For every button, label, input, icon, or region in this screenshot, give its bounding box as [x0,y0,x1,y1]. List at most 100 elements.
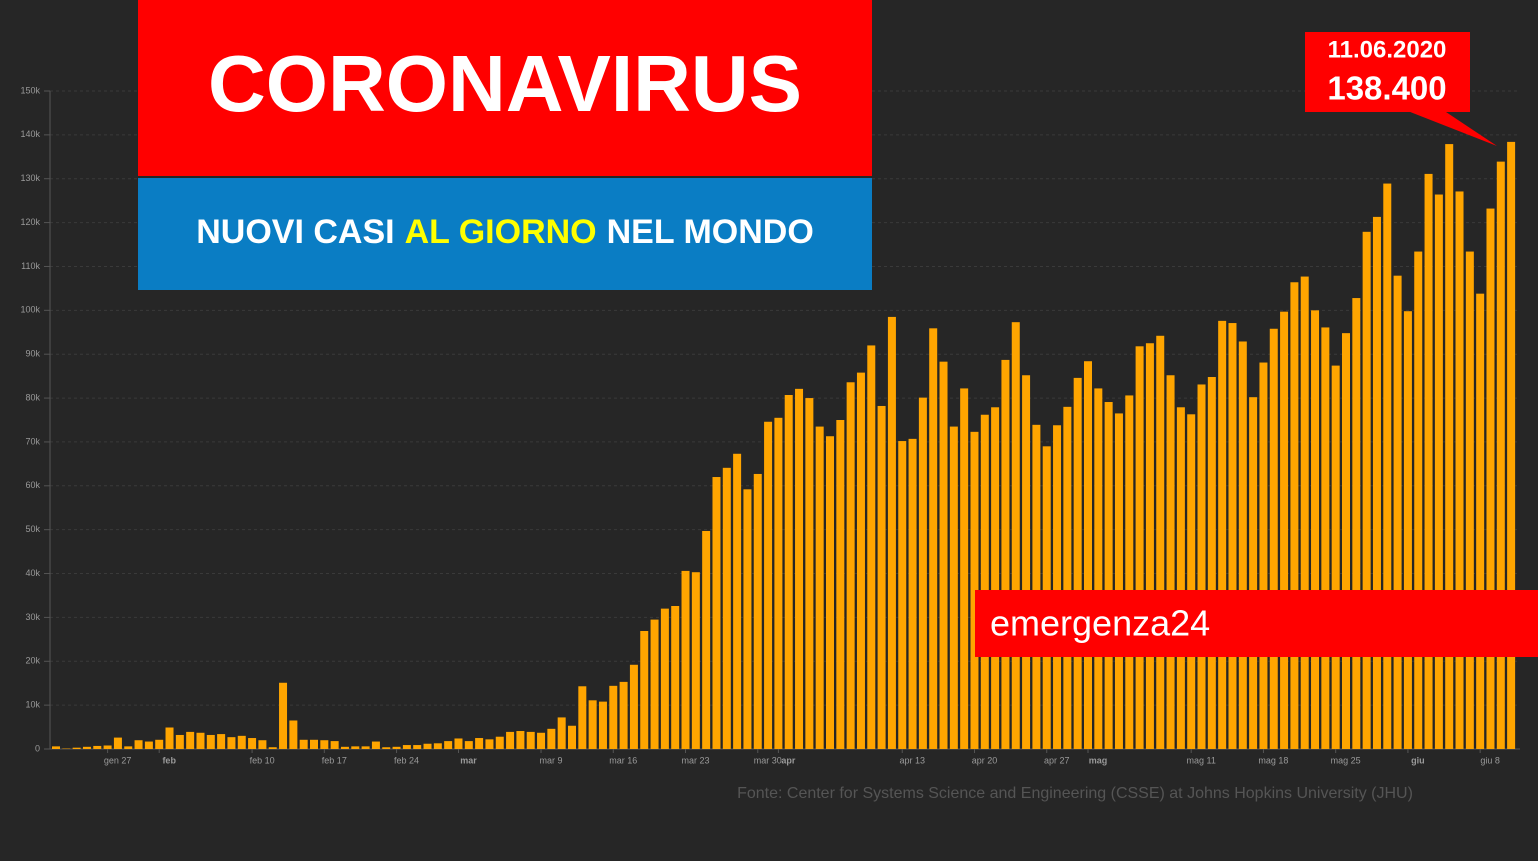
bar [1187,414,1196,749]
bar [248,738,257,749]
bar [237,735,246,749]
bar [103,745,112,749]
bar [1342,333,1350,749]
bar [795,388,804,749]
annotation-pointer [1400,108,1497,146]
bar [1331,365,1340,749]
bar [1218,320,1227,749]
annotation-date: 11.06.2020 [1328,36,1447,63]
x-tick-label: feb 17 [322,755,347,765]
y-tick-label: 120k [20,217,40,227]
bar [72,747,81,749]
bar [1476,293,1485,749]
bar [650,619,659,749]
bar [929,328,938,749]
bar [1372,216,1381,749]
annotation-value: 138.400 [1327,70,1446,107]
bar [82,746,91,749]
bar [733,453,742,749]
bar [1465,251,1474,749]
x-tick-label: mar 23 [682,755,710,765]
x-tick-label: giu 8 [1480,755,1500,765]
bar [361,746,370,749]
chart-title: CORONAVIRUS [208,39,802,128]
bar [784,394,793,749]
bar [1445,144,1454,749]
x-tick-label: mar [460,755,477,765]
bar [433,743,442,749]
y-tick-label: 0 [35,743,40,753]
x-tick-label: apr 27 [1044,755,1070,765]
bar [1063,406,1072,749]
bar [516,731,525,749]
bar [1321,327,1330,749]
bar [464,741,473,749]
x-tick-label: mag 25 [1331,755,1361,765]
bar [578,686,587,749]
bar [1114,413,1123,749]
bar [805,398,814,749]
bar [1228,323,1237,749]
bar [217,734,226,749]
bar [691,572,700,749]
x-tick-label: mag 11 [1187,755,1216,765]
bar [1383,183,1392,750]
bar [887,316,896,749]
bar [1197,384,1206,749]
x-tick-label: feb [162,755,176,765]
bar [299,739,308,749]
bar [196,732,205,749]
x-tick-label: apr [781,755,796,765]
bar [1156,335,1165,749]
bar [165,727,174,749]
bar [268,747,277,749]
bar [702,530,711,749]
y-tick-label: 60k [25,480,40,490]
bar [134,740,143,749]
y-tick-label: 110k [21,261,40,271]
bar [1166,375,1175,749]
bar [1362,231,1371,749]
bar [774,417,783,749]
x-tick-label: apr 20 [972,755,998,765]
y-tick-label: 150k [20,85,40,95]
bar [1238,341,1247,749]
bar [660,608,669,749]
bar [1053,425,1062,749]
bar [495,736,504,749]
y-tick-label: 30k [25,612,40,622]
bar [52,746,60,749]
bar [93,745,102,749]
bar [547,728,556,749]
bar [743,489,752,749]
bar [320,740,329,749]
y-tick-label: 130k [20,173,40,183]
bar [619,681,628,749]
subtitle: NUOVI CASI AL GIORNO NEL MONDO [196,213,814,251]
bar [1011,322,1020,749]
subtitle-box [138,178,872,290]
bar [877,405,886,749]
x-tick-label: mar 9 [540,755,563,765]
bar [289,720,298,749]
bar [671,605,680,749]
bar [382,747,391,749]
bar [1135,346,1144,749]
bar [939,361,948,749]
bar [1269,328,1278,749]
y-tick-label: 10k [25,700,40,710]
bar [846,382,855,749]
bar [1249,397,1258,749]
x-tick-label: mar 30 [754,755,782,765]
source: Fonte: Center for Systems Science and En… [737,785,1413,802]
bar [144,741,153,749]
bar [1094,388,1103,749]
bar [826,436,834,749]
bar [970,431,979,749]
bar [371,741,380,749]
bar [1073,377,1082,749]
bar [1352,298,1361,749]
bar [609,685,618,749]
bar [898,441,907,749]
